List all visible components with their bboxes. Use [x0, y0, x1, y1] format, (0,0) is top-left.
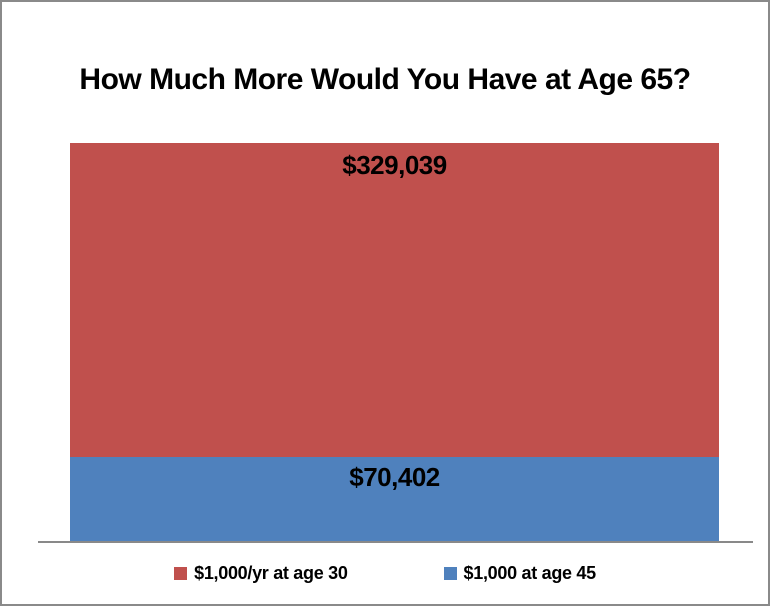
plot-area: $329,039 $70,402 — [70, 143, 719, 542]
bar-segment-age30: $329,039 — [70, 143, 719, 457]
bar-segment-age45: $70,402 — [70, 457, 719, 542]
legend-label-age30: $1,000/yr at age 30 — [194, 562, 348, 583]
data-label-age30: $329,039 — [342, 150, 447, 180]
legend-swatch-blue — [443, 566, 457, 580]
data-label-age45: $70,402 — [349, 462, 440, 492]
x-axis-line — [38, 541, 753, 543]
legend-swatch-red — [174, 566, 188, 580]
chart-title: How Much More Would You Have at Age 65? — [79, 63, 691, 96]
legend-item-age30: $1,000/yr at age 30 — [174, 562, 348, 584]
legend: $1,000/yr at age 30 $1,000 at age 45 — [2, 560, 768, 586]
legend-item-age45: $1,000 at age 45 — [443, 562, 597, 584]
stacked-bar: $329,039 $70,402 — [70, 143, 719, 542]
legend-label-age45: $1,000 at age 45 — [463, 562, 597, 583]
